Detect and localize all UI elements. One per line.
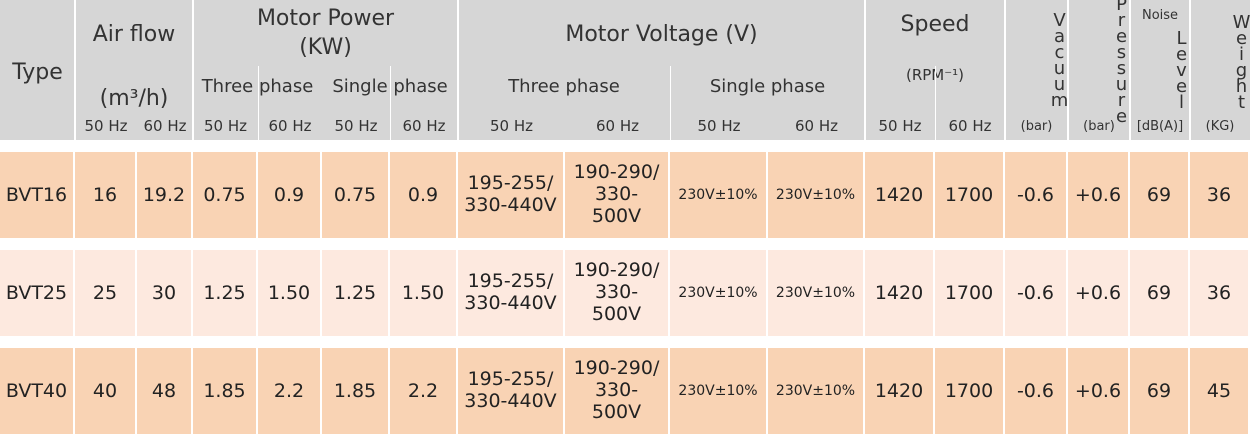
table-cell: 230V±10%	[768, 250, 865, 336]
table-cell: 1.85	[322, 348, 390, 434]
separator	[74, 0, 76, 140]
header-type: Type	[12, 59, 63, 85]
table-cell: BVT40	[0, 348, 75, 434]
table-cell: 190-290/ 330-500V	[565, 348, 670, 434]
table-cell: 195-255/ 330-440V	[458, 250, 565, 336]
table-cell: +0.6	[1068, 348, 1130, 434]
header-motor-power: Motor Power	[256, 5, 395, 31]
table-cell: 30	[137, 250, 193, 336]
table-cell: +0.6	[1068, 152, 1130, 238]
header-frequency: 60 Hz	[948, 117, 992, 135]
separator	[390, 66, 391, 140]
separator	[258, 66, 259, 140]
header-frequency: 60 Hz	[595, 117, 639, 135]
table-cell: 195-255/ 330-440V	[458, 348, 565, 434]
table-cell: 190-290/ 330-500V	[565, 250, 670, 336]
table-cell: 69	[1130, 348, 1190, 434]
header-unit: [dB(A)]	[1136, 118, 1184, 134]
separator	[1067, 0, 1069, 140]
table-cell: 230V±10%	[670, 152, 768, 238]
separator	[1189, 0, 1191, 140]
table-cell: 69	[1130, 152, 1190, 238]
separator	[1004, 0, 1006, 140]
table-cell: 45	[1190, 348, 1250, 434]
header-frequency: 50 Hz	[489, 117, 533, 135]
header-motor-voltage: Motor Voltage (V)	[565, 21, 758, 47]
table-cell: 1.25	[193, 250, 258, 336]
header-unit: (RPM⁻¹)	[905, 66, 965, 84]
table-cell: 1700	[935, 348, 1005, 434]
header-unit: (bar)	[1083, 118, 1115, 134]
table-cell: 25	[75, 250, 137, 336]
table-cell: 19.2	[137, 152, 193, 238]
header-frequency: 60 Hz	[794, 117, 838, 135]
header-frequency: 50 Hz	[334, 117, 378, 135]
table-cell: 195-255/ 330-440V	[458, 152, 565, 238]
header-frequency: 50 Hz	[878, 117, 922, 135]
header-frequency: 60 Hz	[143, 117, 187, 135]
table-cell: 230V±10%	[768, 348, 865, 434]
header-unit: (m³/h)	[99, 85, 169, 111]
header-air-flow: Air flow	[92, 21, 176, 47]
table-cell: 0.9	[390, 152, 458, 238]
table-cell: 48	[137, 348, 193, 434]
table-cell: 1.25	[322, 250, 390, 336]
table-cell: 36	[1190, 250, 1250, 336]
table-cell: 1.50	[390, 250, 458, 336]
separator	[1129, 0, 1131, 140]
table-cell: 40	[75, 348, 137, 434]
header-unit: (KW)	[299, 34, 352, 60]
header-pressure: Pressure	[1111, 0, 1132, 122]
table-cell: 1420	[865, 152, 935, 238]
separator	[935, 66, 936, 140]
table-cell: 0.75	[322, 152, 390, 238]
separator	[457, 0, 459, 140]
table-cell: 16	[75, 152, 137, 238]
table-cell: 1.85	[193, 348, 258, 434]
table-cell: 230V±10%	[768, 152, 865, 238]
table-cell: 69	[1130, 250, 1190, 336]
table-cell: 0.9	[258, 152, 322, 238]
header-unit: (KG)	[1205, 118, 1235, 134]
separator	[670, 66, 671, 140]
table-cell: 2.2	[390, 348, 458, 434]
table-cell: 1700	[935, 250, 1005, 336]
table-cell: BVT25	[0, 250, 75, 336]
header-speed: Speed	[900, 11, 970, 37]
separator	[192, 0, 194, 140]
table-cell: 1700	[935, 152, 1005, 238]
table-cell: 1.50	[258, 250, 322, 336]
table-cell: 230V±10%	[670, 348, 768, 434]
table-cell: +0.6	[1068, 250, 1130, 336]
header-phase: Three phase	[201, 75, 314, 97]
header-frequency: 50 Hz	[84, 117, 128, 135]
header-frequency: 60 Hz	[268, 117, 312, 135]
header-background	[0, 0, 1250, 140]
table-cell: 230V±10%	[670, 250, 768, 336]
header-weight: Weight	[1231, 12, 1250, 108]
header-vacuum: Vacuum	[1049, 10, 1070, 106]
header-phase: Single phase	[709, 75, 826, 97]
separator	[864, 0, 866, 140]
table-cell: BVT16	[0, 152, 75, 238]
table-cell: -0.6	[1005, 348, 1068, 434]
table-cell: -0.6	[1005, 152, 1068, 238]
table-cell: 0.75	[193, 152, 258, 238]
header-noise: Noise	[1141, 7, 1179, 23]
header-frequency: 50 Hz	[697, 117, 741, 135]
table-cell: 1420	[865, 348, 935, 434]
table-cell: 1420	[865, 250, 935, 336]
table-cell: 2.2	[258, 348, 322, 434]
header-frequency: 50 Hz	[203, 117, 247, 135]
table-cell: 190-290/ 330-500V	[565, 152, 670, 238]
table-cell: -0.6	[1005, 250, 1068, 336]
header-level: Level	[1171, 28, 1192, 108]
header-unit: (bar)	[1020, 118, 1053, 134]
header-phase: Three phase	[508, 75, 620, 97]
table-cell: 36	[1190, 152, 1250, 238]
header-frequency: 60 Hz	[402, 117, 446, 135]
